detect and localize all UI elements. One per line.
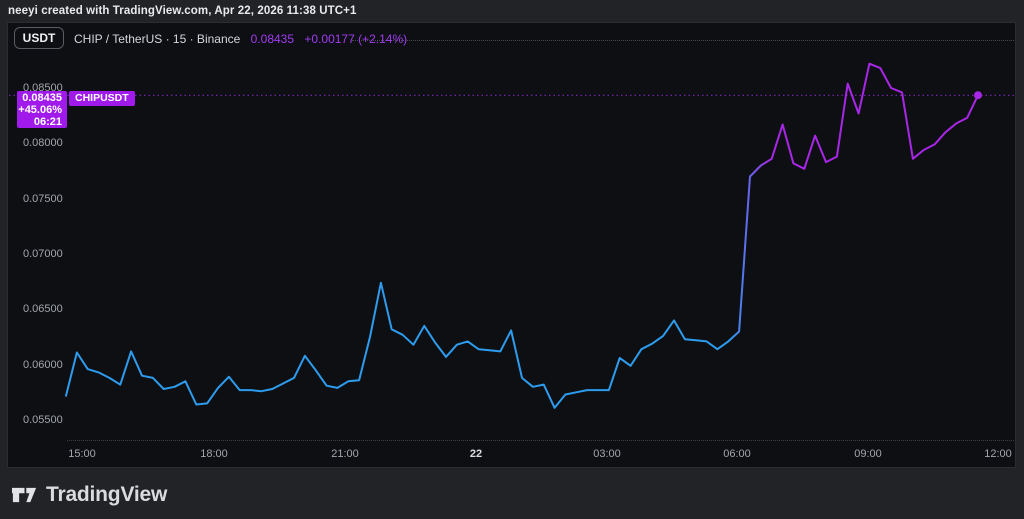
currency-toggle-button[interactable]: USDT bbox=[14, 27, 64, 49]
header-price-change: +0.00177 (+2.14%) bbox=[304, 32, 408, 46]
header-last-price: 0.08435 bbox=[250, 32, 295, 46]
x-axis-label: 12:00 bbox=[984, 448, 1012, 460]
y-axis-label: 0.06000 bbox=[23, 358, 63, 371]
bar-countdown: 06:21 bbox=[33, 115, 62, 128]
x-axis-label: 21:00 bbox=[331, 448, 359, 460]
last-price-label: 0.08435 +45.06% 06:21 bbox=[17, 90, 67, 128]
footer-bar bbox=[0, 468, 1024, 519]
tradingview-logo[interactable]: TradingView bbox=[12, 483, 167, 507]
x-axis-label: 22 bbox=[469, 448, 483, 460]
chart-panel[interactable] bbox=[7, 22, 1016, 468]
last-price-value: 0.08435 bbox=[22, 91, 62, 104]
x-axis-label: 09:00 bbox=[854, 448, 882, 460]
symbol-header: CHIP / TetherUS · 15 · Binance 0.08435 +… bbox=[74, 32, 407, 46]
attribution-text: neeyi created with TradingView.com, Apr … bbox=[8, 5, 357, 17]
x-axis-label: 18:00 bbox=[200, 448, 228, 460]
tradingview-logo-icon bbox=[12, 487, 37, 503]
x-axis-label: 03:00 bbox=[593, 448, 621, 460]
y-axis-label: 0.08000 bbox=[23, 137, 63, 150]
y-axis-label: 0.07000 bbox=[23, 248, 63, 260]
session-change-percent: +45.06% bbox=[18, 103, 62, 116]
time-axis-separator bbox=[67, 440, 1014, 441]
y-axis-label: 0.05500 bbox=[23, 414, 63, 426]
x-axis-label: 06:00 bbox=[723, 448, 751, 460]
y-axis-label: 0.06500 bbox=[23, 303, 63, 316]
symbol-title: CHIP / TetherUS · 15 · Binance bbox=[74, 32, 241, 46]
x-axis-label: 15:00 bbox=[68, 448, 96, 460]
tradingview-logo-text: TradingView bbox=[46, 483, 168, 506]
symbol-tag: CHIPUSDT bbox=[69, 91, 135, 107]
y-axis-label: 0.07500 bbox=[23, 192, 63, 205]
header-dotted-separator bbox=[352, 40, 1014, 41]
